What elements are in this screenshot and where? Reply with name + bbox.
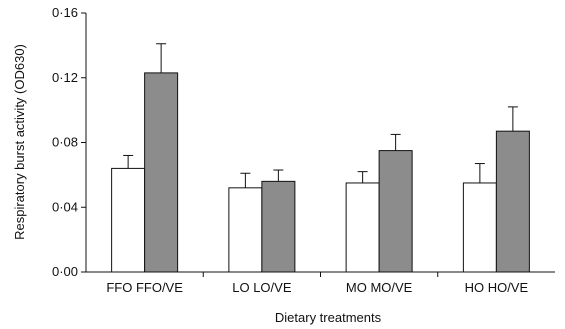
x-tick-label: LO LO/VE xyxy=(232,280,292,295)
y-axis-label: Respiratory burst activity (OD630) xyxy=(12,44,27,240)
plot-area: 0·00 0·04 0·08 0·12 0·16 FFO FFO/VE LO LO/VE MO… xyxy=(52,5,555,295)
bar xyxy=(111,167,146,273)
bar xyxy=(495,130,530,273)
x-tick-label: FFO FFO/VE xyxy=(106,280,183,295)
bar xyxy=(378,150,413,273)
bar xyxy=(228,187,263,273)
y-tick-label: 0·16 xyxy=(52,5,78,20)
y-tick-label: 0·12 xyxy=(52,70,78,85)
bar xyxy=(144,72,179,273)
bar xyxy=(261,180,296,273)
bar xyxy=(462,182,497,273)
bar xyxy=(345,182,380,273)
x-tick-label: HO HO/VE xyxy=(465,280,529,295)
y-tick-label: 0·00 xyxy=(52,264,78,279)
x-tick-label: MO MO/VE xyxy=(346,280,413,295)
x-axis-label: Dietary treatments xyxy=(275,310,382,325)
y-tick-label: 0·08 xyxy=(52,135,78,150)
y-tick-label: 0·04 xyxy=(52,199,78,214)
